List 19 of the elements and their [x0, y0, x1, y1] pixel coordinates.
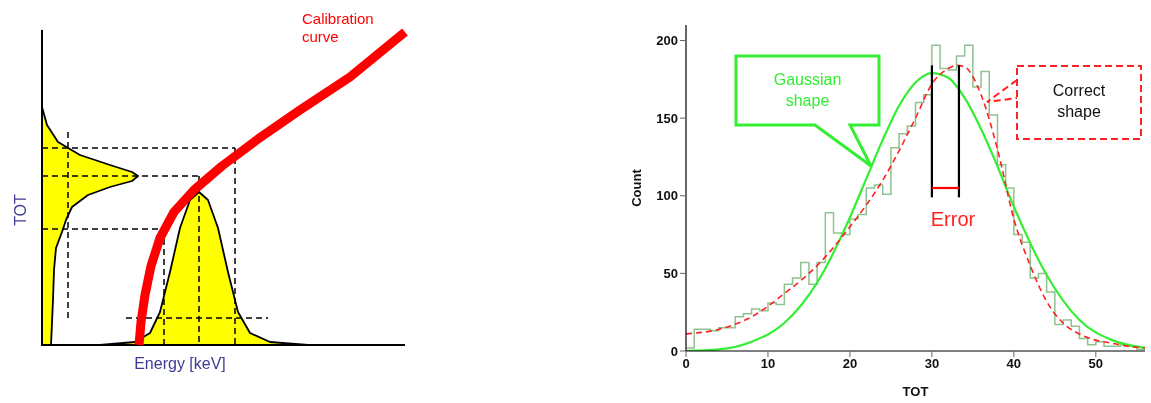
y-tick-label: 100: [656, 188, 678, 204]
y-axis-title: Count: [628, 168, 644, 207]
y-tick-label: 200: [656, 33, 678, 49]
text: Energy [keV]: [133, 355, 227, 373]
text: Calibration curve: [302, 10, 375, 46]
x-tick-label: 30: [924, 356, 940, 372]
x-tick-label: 0: [682, 356, 690, 372]
x-tick-label: 20: [842, 356, 858, 372]
legend-label: Correct shape: [1051, 81, 1107, 122]
text: Gaussian shape: [772, 70, 843, 111]
y-tick-label: 50: [663, 266, 678, 281]
y-tick-label: 150: [656, 110, 678, 126]
x-axis-title: TOT: [902, 384, 929, 399]
x-tick-label: 50: [1088, 356, 1104, 372]
annotation: Error: [929, 208, 977, 231]
text: TOT: [12, 193, 30, 228]
x-tick-label: 10: [760, 356, 776, 372]
y-tick-label: 0: [670, 343, 678, 359]
x-tick-label: 40: [1006, 356, 1022, 372]
